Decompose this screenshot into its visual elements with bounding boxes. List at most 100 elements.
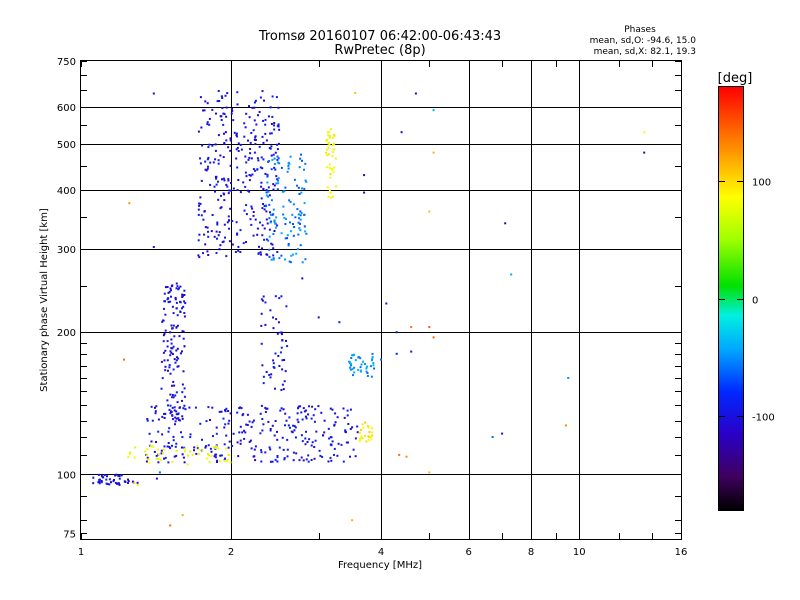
data-point [225, 407, 228, 410]
data-point [371, 359, 373, 362]
data-point [169, 354, 172, 357]
data-point [172, 396, 175, 399]
data-point [182, 456, 185, 459]
data-point [328, 143, 331, 146]
data-point [405, 455, 408, 458]
data-point [303, 187, 306, 190]
data-point [340, 443, 343, 446]
data-point [275, 318, 278, 321]
data-point [264, 411, 267, 413]
data-point [331, 440, 334, 443]
data-point [203, 233, 206, 236]
data-point [270, 242, 273, 245]
data-point [327, 142, 330, 144]
data-point [274, 458, 277, 461]
data-point [361, 423, 364, 426]
data-point [300, 456, 303, 459]
data-point [273, 124, 275, 127]
data-point [371, 356, 374, 359]
data-point [198, 204, 201, 207]
data-point [298, 193, 301, 195]
data-point [357, 368, 360, 371]
data-point [254, 169, 257, 172]
data-point [152, 92, 155, 95]
data-point [166, 286, 169, 288]
data-point [297, 186, 300, 189]
data-point [356, 431, 359, 434]
data-point [292, 203, 295, 206]
data-point [344, 429, 347, 432]
data-point [249, 152, 252, 155]
data-point [299, 157, 302, 160]
data-point [175, 417, 178, 420]
data-point [351, 368, 354, 371]
data-point [273, 434, 276, 437]
data-point [356, 425, 359, 428]
data-point [174, 420, 177, 423]
data-point [325, 139, 328, 142]
data-point [297, 421, 300, 424]
data-point [265, 210, 268, 213]
data-point [224, 409, 226, 412]
data-point [220, 454, 223, 457]
data-point [284, 223, 287, 225]
data-point [273, 184, 276, 187]
data-point [206, 158, 209, 161]
data-point [160, 360, 163, 363]
data-point [288, 199, 291, 202]
x-tick-label: 2 [228, 547, 234, 558]
data-point [329, 196, 332, 199]
data-point [329, 176, 332, 179]
data-point [163, 445, 166, 448]
data-point [303, 168, 305, 171]
data-point [248, 179, 251, 182]
data-point [175, 454, 178, 457]
data-point [252, 234, 255, 237]
data-point [215, 252, 218, 254]
data-point [204, 243, 207, 246]
data-point [643, 151, 646, 154]
data-point [238, 407, 241, 410]
data-point [200, 126, 203, 129]
data-point [234, 251, 237, 253]
data-point [181, 391, 184, 394]
data-point [292, 424, 295, 427]
data-point [304, 162, 307, 165]
data-point [367, 425, 370, 428]
data-point [183, 461, 186, 464]
data-point [227, 215, 230, 218]
data-point [268, 446, 271, 449]
data-point [228, 219, 230, 222]
data-point [221, 178, 223, 181]
data-point [238, 431, 241, 434]
data-point [186, 454, 189, 457]
data-point [220, 410, 223, 413]
data-point [249, 148, 252, 150]
data-point [155, 477, 158, 480]
data-point [327, 134, 330, 137]
data-point [224, 423, 227, 426]
data-point [171, 327, 174, 330]
data-point [253, 151, 256, 154]
data-point [181, 383, 184, 386]
data-point [172, 435, 175, 438]
data-point [271, 158, 274, 161]
data-point [307, 413, 310, 416]
data-point [218, 248, 221, 251]
data-point [173, 406, 176, 409]
data-point [203, 210, 206, 213]
data-point [287, 161, 290, 164]
data-point [246, 413, 249, 416]
data-point [236, 441, 239, 444]
data-point [174, 361, 177, 364]
data-point [261, 247, 263, 250]
data-point [197, 239, 200, 242]
data-point [166, 359, 169, 362]
data-point [253, 138, 256, 141]
data-point [370, 438, 373, 441]
data-point [222, 156, 225, 159]
data-point [127, 478, 129, 481]
data-point [182, 337, 185, 340]
data-point [256, 227, 259, 230]
data-point [173, 335, 176, 338]
